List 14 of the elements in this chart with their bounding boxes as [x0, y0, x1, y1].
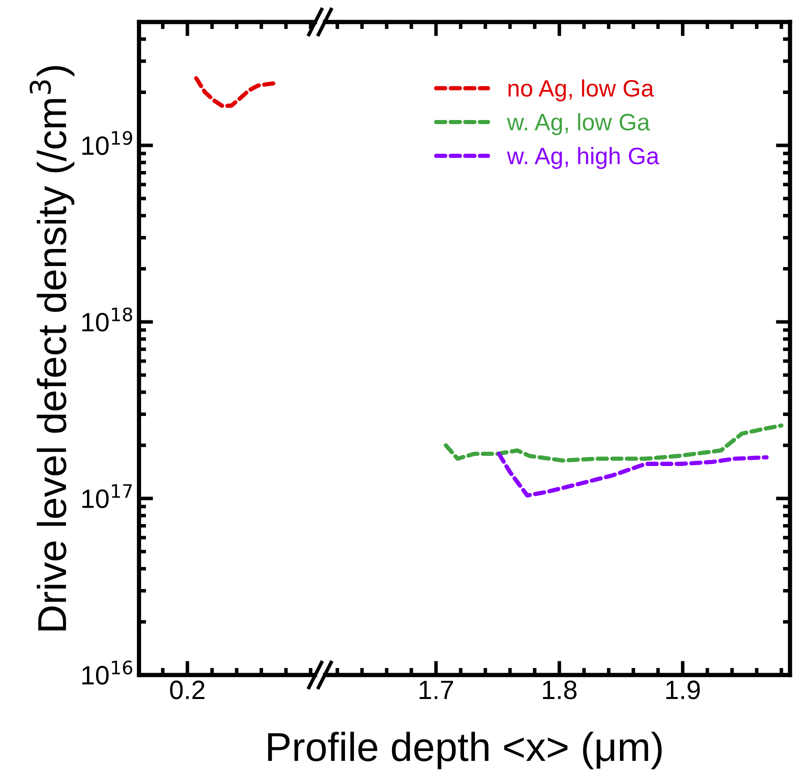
- legend-label: w. Ag, low Ga: [506, 113, 650, 136]
- y-axis-title: Drive level defect density (/cm$^{3}$): [30, 66, 74, 630]
- x-axis-title: Profile depth <x> (μm): [268, 732, 662, 770]
- legend-label: w. Ag, high Ga: [506, 147, 660, 170]
- x-tick-label: 1.7: [420, 680, 454, 699]
- y-tick-label: 10$^{16}$: [82, 660, 132, 685]
- y-tick-label: 10$^{18}$: [82, 307, 132, 332]
- x-tick-label: 1.9: [666, 680, 700, 700]
- text: 0.2: [170, 680, 204, 700]
- y-tick-label: 10$^{17}$: [82, 484, 132, 508]
- line-series: [194, 76, 278, 108]
- x-tick-label: 1.8: [543, 680, 577, 700]
- legend-label: no Ag, low Ga: [508, 79, 654, 102]
- y-tick-label: 10$^{19}$: [82, 130, 132, 156]
